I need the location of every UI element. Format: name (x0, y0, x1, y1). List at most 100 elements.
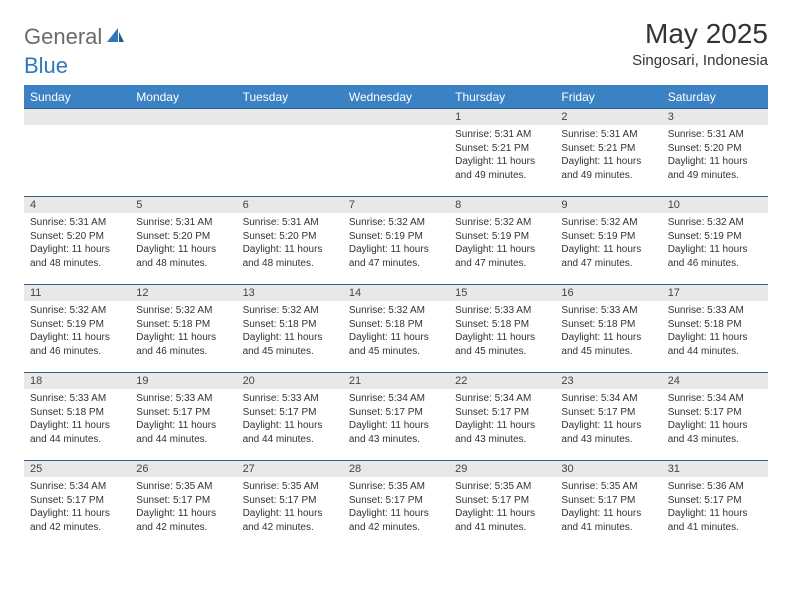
day-number: 3 (662, 109, 768, 125)
day-number: 28 (343, 461, 449, 477)
calendar-day-cell: 19Sunrise: 5:33 AMSunset: 5:17 PMDayligh… (130, 373, 236, 461)
day-details: Sunrise: 5:31 AMSunset: 5:21 PMDaylight:… (449, 125, 555, 186)
day-number: 17 (662, 285, 768, 301)
day-number: 7 (343, 197, 449, 213)
calendar-day-cell: 4Sunrise: 5:31 AMSunset: 5:20 PMDaylight… (24, 197, 130, 285)
calendar-day-cell: 22Sunrise: 5:34 AMSunset: 5:17 PMDayligh… (449, 373, 555, 461)
day-number-empty (237, 109, 343, 125)
calendar-day-cell: 10Sunrise: 5:32 AMSunset: 5:19 PMDayligh… (662, 197, 768, 285)
day-details: Sunrise: 5:34 AMSunset: 5:17 PMDaylight:… (662, 389, 768, 450)
day-details: Sunrise: 5:32 AMSunset: 5:19 PMDaylight:… (24, 301, 130, 362)
calendar-day-cell: 2Sunrise: 5:31 AMSunset: 5:21 PMDaylight… (555, 109, 661, 197)
calendar-day-cell: 9Sunrise: 5:32 AMSunset: 5:19 PMDaylight… (555, 197, 661, 285)
calendar-day-cell: 1Sunrise: 5:31 AMSunset: 5:21 PMDaylight… (449, 109, 555, 197)
day-number: 20 (237, 373, 343, 389)
calendar-day-cell: 3Sunrise: 5:31 AMSunset: 5:20 PMDaylight… (662, 109, 768, 197)
calendar-week-row: 25Sunrise: 5:34 AMSunset: 5:17 PMDayligh… (24, 461, 768, 549)
day-number: 5 (130, 197, 236, 213)
day-number: 1 (449, 109, 555, 125)
day-number: 2 (555, 109, 661, 125)
day-number: 12 (130, 285, 236, 301)
day-details: Sunrise: 5:31 AMSunset: 5:20 PMDaylight:… (130, 213, 236, 274)
calendar-day-cell: 25Sunrise: 5:34 AMSunset: 5:17 PMDayligh… (24, 461, 130, 549)
day-details: Sunrise: 5:33 AMSunset: 5:17 PMDaylight:… (237, 389, 343, 450)
day-number: 21 (343, 373, 449, 389)
weekday-header: Thursday (449, 86, 555, 109)
logo: General (24, 18, 128, 50)
day-details: Sunrise: 5:33 AMSunset: 5:17 PMDaylight:… (130, 389, 236, 450)
day-details: Sunrise: 5:32 AMSunset: 5:18 PMDaylight:… (237, 301, 343, 362)
day-details: Sunrise: 5:35 AMSunset: 5:17 PMDaylight:… (237, 477, 343, 538)
day-details: Sunrise: 5:31 AMSunset: 5:20 PMDaylight:… (662, 125, 768, 186)
calendar-day-cell: 27Sunrise: 5:35 AMSunset: 5:17 PMDayligh… (237, 461, 343, 549)
day-details: Sunrise: 5:35 AMSunset: 5:17 PMDaylight:… (555, 477, 661, 538)
day-number-empty (24, 109, 130, 125)
day-number: 27 (237, 461, 343, 477)
calendar-day-cell: 16Sunrise: 5:33 AMSunset: 5:18 PMDayligh… (555, 285, 661, 373)
calendar-day-cell: 24Sunrise: 5:34 AMSunset: 5:17 PMDayligh… (662, 373, 768, 461)
weekday-header: Monday (130, 86, 236, 109)
day-number: 11 (24, 285, 130, 301)
logo-text-blue: Blue (24, 53, 68, 78)
day-number: 23 (555, 373, 661, 389)
day-number: 29 (449, 461, 555, 477)
day-number: 15 (449, 285, 555, 301)
day-number: 22 (449, 373, 555, 389)
calendar-day-cell (130, 109, 236, 197)
calendar-day-cell: 26Sunrise: 5:35 AMSunset: 5:17 PMDayligh… (130, 461, 236, 549)
day-details: Sunrise: 5:33 AMSunset: 5:18 PMDaylight:… (662, 301, 768, 362)
day-details: Sunrise: 5:31 AMSunset: 5:21 PMDaylight:… (555, 125, 661, 186)
day-number: 24 (662, 373, 768, 389)
day-details: Sunrise: 5:35 AMSunset: 5:17 PMDaylight:… (130, 477, 236, 538)
calendar-day-cell (24, 109, 130, 197)
day-number: 19 (130, 373, 236, 389)
day-details: Sunrise: 5:34 AMSunset: 5:17 PMDaylight:… (449, 389, 555, 450)
day-number: 31 (662, 461, 768, 477)
weekday-header: Tuesday (237, 86, 343, 109)
day-number: 16 (555, 285, 661, 301)
weekday-header: Friday (555, 86, 661, 109)
day-number: 30 (555, 461, 661, 477)
day-details: Sunrise: 5:32 AMSunset: 5:19 PMDaylight:… (449, 213, 555, 274)
calendar-day-cell: 8Sunrise: 5:32 AMSunset: 5:19 PMDaylight… (449, 197, 555, 285)
day-details: Sunrise: 5:35 AMSunset: 5:17 PMDaylight:… (343, 477, 449, 538)
day-details: Sunrise: 5:31 AMSunset: 5:20 PMDaylight:… (24, 213, 130, 274)
calendar-day-cell: 15Sunrise: 5:33 AMSunset: 5:18 PMDayligh… (449, 285, 555, 373)
calendar-day-cell: 7Sunrise: 5:32 AMSunset: 5:19 PMDaylight… (343, 197, 449, 285)
day-details: Sunrise: 5:33 AMSunset: 5:18 PMDaylight:… (449, 301, 555, 362)
day-number: 25 (24, 461, 130, 477)
day-number-empty (343, 109, 449, 125)
calendar-week-row: 4Sunrise: 5:31 AMSunset: 5:20 PMDaylight… (24, 197, 768, 285)
calendar-day-cell: 28Sunrise: 5:35 AMSunset: 5:17 PMDayligh… (343, 461, 449, 549)
weekday-header: Wednesday (343, 86, 449, 109)
day-number: 10 (662, 197, 768, 213)
day-number-empty (130, 109, 236, 125)
calendar-day-cell (343, 109, 449, 197)
calendar-day-cell: 5Sunrise: 5:31 AMSunset: 5:20 PMDaylight… (130, 197, 236, 285)
calendar-day-cell: 18Sunrise: 5:33 AMSunset: 5:18 PMDayligh… (24, 373, 130, 461)
calendar-day-cell: 11Sunrise: 5:32 AMSunset: 5:19 PMDayligh… (24, 285, 130, 373)
day-details: Sunrise: 5:32 AMSunset: 5:19 PMDaylight:… (343, 213, 449, 274)
calendar-day-cell: 14Sunrise: 5:32 AMSunset: 5:18 PMDayligh… (343, 285, 449, 373)
calendar-day-cell: 20Sunrise: 5:33 AMSunset: 5:17 PMDayligh… (237, 373, 343, 461)
day-details: Sunrise: 5:33 AMSunset: 5:18 PMDaylight:… (555, 301, 661, 362)
day-number: 4 (24, 197, 130, 213)
logo-text-general: General (24, 24, 102, 50)
day-details: Sunrise: 5:34 AMSunset: 5:17 PMDaylight:… (343, 389, 449, 450)
day-details: Sunrise: 5:31 AMSunset: 5:20 PMDaylight:… (237, 213, 343, 274)
day-details: Sunrise: 5:34 AMSunset: 5:17 PMDaylight:… (24, 477, 130, 538)
calendar-day-cell: 12Sunrise: 5:32 AMSunset: 5:18 PMDayligh… (130, 285, 236, 373)
day-number: 9 (555, 197, 661, 213)
day-number: 13 (237, 285, 343, 301)
calendar-week-row: 18Sunrise: 5:33 AMSunset: 5:18 PMDayligh… (24, 373, 768, 461)
day-details: Sunrise: 5:32 AMSunset: 5:19 PMDaylight:… (662, 213, 768, 274)
day-details: Sunrise: 5:36 AMSunset: 5:17 PMDaylight:… (662, 477, 768, 538)
day-number: 14 (343, 285, 449, 301)
logo-sail-icon (104, 26, 126, 49)
calendar-week-row: 1Sunrise: 5:31 AMSunset: 5:21 PMDaylight… (24, 109, 768, 197)
calendar-table: Sunday Monday Tuesday Wednesday Thursday… (24, 85, 768, 549)
calendar-day-cell: 13Sunrise: 5:32 AMSunset: 5:18 PMDayligh… (237, 285, 343, 373)
calendar-week-row: 11Sunrise: 5:32 AMSunset: 5:19 PMDayligh… (24, 285, 768, 373)
calendar-day-cell (237, 109, 343, 197)
calendar-day-cell: 6Sunrise: 5:31 AMSunset: 5:20 PMDaylight… (237, 197, 343, 285)
